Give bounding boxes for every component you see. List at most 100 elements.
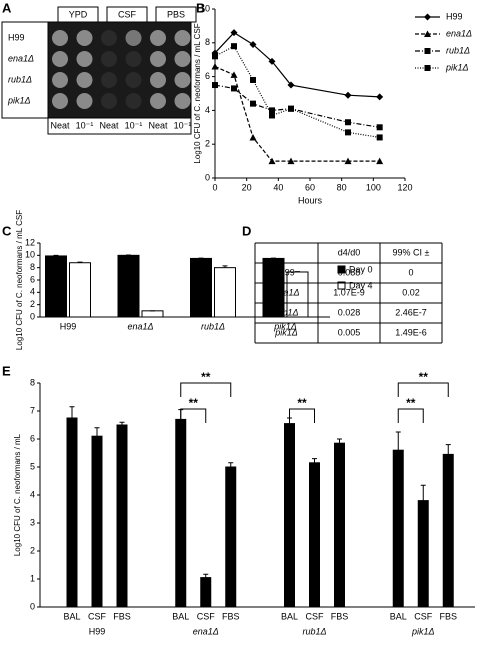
- marker: [231, 43, 237, 50]
- marker: [376, 124, 383, 131]
- error-bar: [94, 427, 100, 437]
- y-tick-label: 7: [30, 405, 35, 415]
- colony-spot: [76, 93, 93, 109]
- colony-spot: [150, 51, 166, 67]
- series-line: [214, 31, 380, 98]
- table-cell: 1.49E-6: [395, 327, 427, 337]
- significance-label: **: [189, 396, 199, 410]
- marker: [287, 157, 295, 165]
- bar: [214, 267, 236, 318]
- legend-marker: [424, 13, 431, 21]
- y-tick-label: 0: [30, 311, 35, 321]
- series-line: [214, 84, 380, 128]
- marker: [344, 91, 352, 99]
- colony-spot: [150, 30, 166, 46]
- y-tick-label: 6: [205, 71, 210, 81]
- error-bar: [222, 265, 228, 268]
- y-tick-label: 5: [30, 461, 35, 471]
- dilution-label: 10⁻¹: [125, 120, 143, 130]
- x-tick-label: CSF: [197, 611, 216, 621]
- colony-spot: [52, 72, 68, 88]
- colony-spot: [52, 51, 68, 67]
- x-tick-label: pik1Δ: [411, 626, 435, 636]
- legend-swatch: [337, 281, 346, 290]
- table-cell: 0.028: [338, 307, 361, 317]
- legend-label: Day 4: [349, 280, 373, 290]
- bar: [190, 257, 212, 318]
- x-tick-label: 0: [212, 182, 217, 192]
- error-bar: [312, 458, 317, 463]
- colony-spot: [125, 93, 142, 109]
- y-tick-label: 10: [200, 3, 210, 13]
- column-label: CSF: [118, 9, 137, 19]
- table-cell: 1.07E-9: [333, 287, 365, 297]
- row-label: rub1Δ: [8, 74, 32, 84]
- bar: [117, 254, 140, 318]
- bar: [116, 424, 128, 608]
- y-tick-label: 10: [25, 250, 35, 260]
- marker: [376, 157, 384, 165]
- y-tick-label: 8: [30, 377, 35, 387]
- table-cell: 0: [408, 267, 413, 277]
- panel-label: D: [242, 223, 251, 238]
- x-tick-label: FBS: [113, 611, 131, 621]
- colony-spot: [174, 93, 191, 109]
- y-tick-label: 2: [30, 299, 35, 309]
- y-tick-label: 8: [205, 37, 210, 47]
- x-tick-label: CSF: [414, 611, 433, 621]
- significance-bracket: [180, 408, 207, 423]
- colony-spot: [150, 72, 166, 88]
- y-tick-label: 12: [25, 237, 35, 247]
- colony-spot: [76, 51, 93, 67]
- marker: [269, 107, 275, 114]
- bar: [334, 442, 345, 608]
- marker: [287, 81, 295, 89]
- significance-bracket: [289, 408, 315, 423]
- bar: [225, 466, 237, 608]
- legend-label: ena1Δ: [446, 28, 472, 38]
- table-cell: 0.02: [402, 287, 420, 297]
- significance-bracket: [180, 382, 232, 397]
- dilution-label: 10⁻¹: [174, 120, 192, 130]
- colony-spot: [52, 93, 68, 109]
- marker: [288, 105, 294, 112]
- legend-label: Day 0: [349, 264, 373, 274]
- x-tick-label: rub1Δ: [302, 626, 326, 636]
- table-header: d4/d0: [338, 247, 361, 257]
- error-bar: [69, 406, 75, 418]
- y-tick-label: 4: [30, 489, 35, 499]
- x-tick-label: 60: [305, 182, 315, 192]
- colony-spot: [101, 30, 117, 46]
- colony-spot: [174, 51, 191, 67]
- bar: [69, 262, 91, 318]
- bar: [141, 310, 164, 318]
- marker: [268, 57, 276, 65]
- x-tick-label: H99: [60, 321, 77, 331]
- marker: [212, 53, 218, 60]
- legend-swatch: [337, 265, 346, 274]
- error-bar: [119, 421, 125, 425]
- x-tick-label: 80: [337, 182, 347, 192]
- marker: [376, 93, 384, 101]
- error-bar: [228, 462, 234, 467]
- y-tick-label: 0: [30, 601, 35, 611]
- bar: [66, 417, 78, 608]
- y-tick-label: 8: [30, 262, 35, 272]
- x-tick-label: 40: [273, 182, 283, 192]
- marker: [250, 76, 256, 83]
- dilution-box: [47, 117, 192, 135]
- error-bar: [337, 438, 342, 444]
- colony-spot: [174, 30, 191, 46]
- colony-spot: [150, 93, 166, 109]
- colony-spot: [125, 30, 142, 46]
- marker: [268, 157, 276, 165]
- panel-label: B: [196, 0, 205, 15]
- x-tick-label: FBS: [331, 611, 349, 621]
- x-tick-label: ena1Δ: [193, 626, 219, 636]
- marker: [212, 82, 218, 89]
- bar: [200, 577, 212, 608]
- colony-spot: [125, 51, 142, 67]
- row-label: H99: [8, 32, 25, 42]
- error-bar: [77, 261, 83, 263]
- marker: [211, 62, 219, 70]
